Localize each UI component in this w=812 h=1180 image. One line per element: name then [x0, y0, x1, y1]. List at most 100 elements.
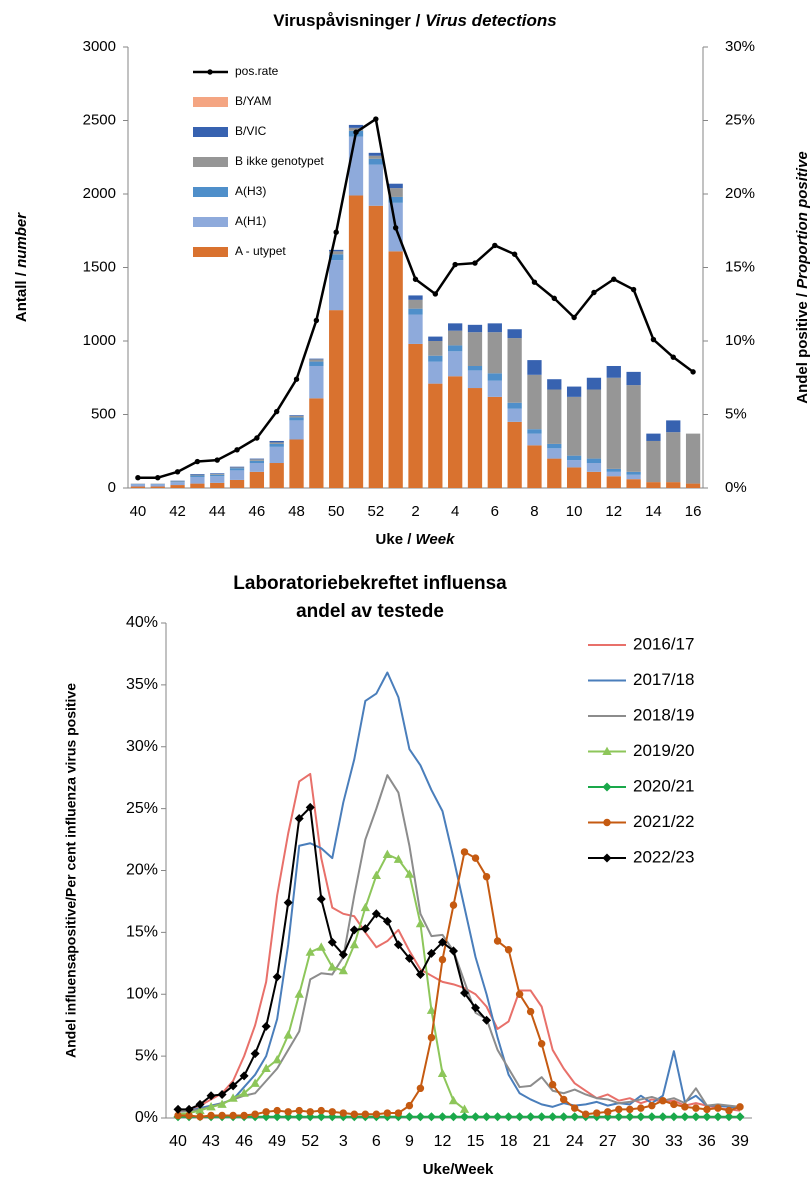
bar-segment: [626, 371, 641, 386]
marker: [492, 242, 498, 249]
bar-segment: [527, 374, 542, 430]
bar-segment: [448, 376, 463, 488]
y-tick-label: 0%: [135, 1109, 158, 1126]
y-axis-label-part: number: [13, 212, 30, 268]
marker: [526, 1007, 535, 1016]
legend-label: pos.rate: [235, 64, 279, 78]
bar-segment: [428, 361, 443, 384]
marker: [452, 261, 458, 268]
y-tick-label: 2500: [83, 111, 116, 128]
y2-tick-label: 10%: [725, 332, 755, 349]
bar-segment: [566, 386, 582, 397]
y-axis-label: Andel influensapositive/Per cent influen…: [63, 683, 79, 1058]
marker: [415, 918, 426, 928]
bar-segment: [566, 455, 582, 461]
marker: [393, 854, 404, 863]
marker: [283, 898, 293, 908]
bar-segment: [666, 482, 681, 488]
bar-segment: [408, 299, 423, 309]
bar-segment: [408, 295, 423, 300]
marker: [218, 1111, 226, 1120]
marker: [670, 354, 676, 360]
marker: [371, 909, 381, 919]
marker: [295, 1106, 303, 1115]
bar-segment: [289, 415, 304, 418]
bar-segment: [685, 433, 701, 484]
marker: [591, 289, 597, 296]
marker: [559, 1112, 569, 1122]
marker: [630, 286, 637, 293]
x-axis-label-part: Week: [416, 531, 456, 548]
x-tick-label: 36: [698, 1133, 716, 1150]
marker: [472, 260, 478, 266]
marker: [173, 1104, 183, 1114]
y-tick-label: 20%: [126, 862, 158, 879]
marker: [449, 901, 458, 909]
marker: [714, 1104, 722, 1112]
marker: [273, 408, 280, 415]
y-tick-label: 3000: [83, 38, 116, 55]
bar-segment: [289, 417, 304, 421]
marker: [531, 279, 538, 285]
marker: [611, 276, 617, 282]
bar-segment: [229, 479, 245, 488]
marker: [548, 1080, 557, 1089]
marker: [602, 853, 612, 863]
marker: [360, 924, 370, 934]
bar-segment: [329, 310, 344, 488]
bar-segment: [685, 483, 701, 488]
bar-segment: [527, 429, 542, 434]
bar-segment: [329, 254, 344, 261]
marker: [135, 475, 141, 481]
marker: [393, 940, 403, 950]
marker: [504, 945, 513, 954]
bar-segment: [408, 343, 423, 488]
bar-segment: [646, 440, 661, 483]
marker: [261, 1021, 271, 1031]
bar-segment: [547, 389, 562, 444]
x-tick-label: 50: [328, 503, 345, 520]
legend-label: 2019/20: [633, 741, 694, 760]
bar-segment: [566, 467, 582, 488]
marker: [581, 1110, 590, 1119]
x-tick-label: 39: [731, 1133, 749, 1150]
marker: [261, 1063, 271, 1073]
bar-segment: [289, 439, 304, 488]
bar-segment: [606, 377, 621, 469]
x-tick-label: 8: [530, 503, 538, 520]
x-tick-label: 15: [467, 1133, 485, 1150]
marker: [471, 1003, 481, 1013]
x-tick-label: 44: [209, 503, 226, 520]
marker: [360, 902, 370, 912]
legend-label: A(H1): [235, 214, 266, 228]
marker: [448, 1112, 458, 1122]
marker: [155, 475, 161, 481]
marker: [327, 937, 337, 947]
marker: [437, 1112, 447, 1122]
marker: [349, 925, 359, 935]
marker: [184, 1104, 194, 1114]
marker: [194, 458, 201, 465]
marker: [713, 1112, 723, 1122]
marker: [703, 1105, 711, 1114]
marker: [327, 962, 337, 971]
bar-segment: [229, 466, 245, 468]
x-tick-label: 52: [368, 503, 385, 520]
marker: [604, 1108, 612, 1116]
bar-segment: [150, 484, 165, 487]
bar-segment: [269, 463, 284, 488]
y-axis-label: Antall / number: [13, 212, 30, 322]
bar-segment: [130, 486, 146, 488]
marker: [305, 802, 315, 812]
marker: [493, 937, 502, 945]
marker: [373, 116, 379, 122]
bar-segment: [428, 355, 443, 362]
y-tick-label: 1000: [83, 332, 116, 349]
bar-segment: [467, 332, 483, 366]
marker: [415, 969, 425, 979]
x-axis-label-part: Uke /: [376, 531, 416, 548]
legend-label: B ikke genotypet: [235, 154, 324, 168]
bar-segment: [309, 358, 324, 360]
bar-segment: [586, 463, 602, 472]
bar-segment: [388, 188, 403, 197]
